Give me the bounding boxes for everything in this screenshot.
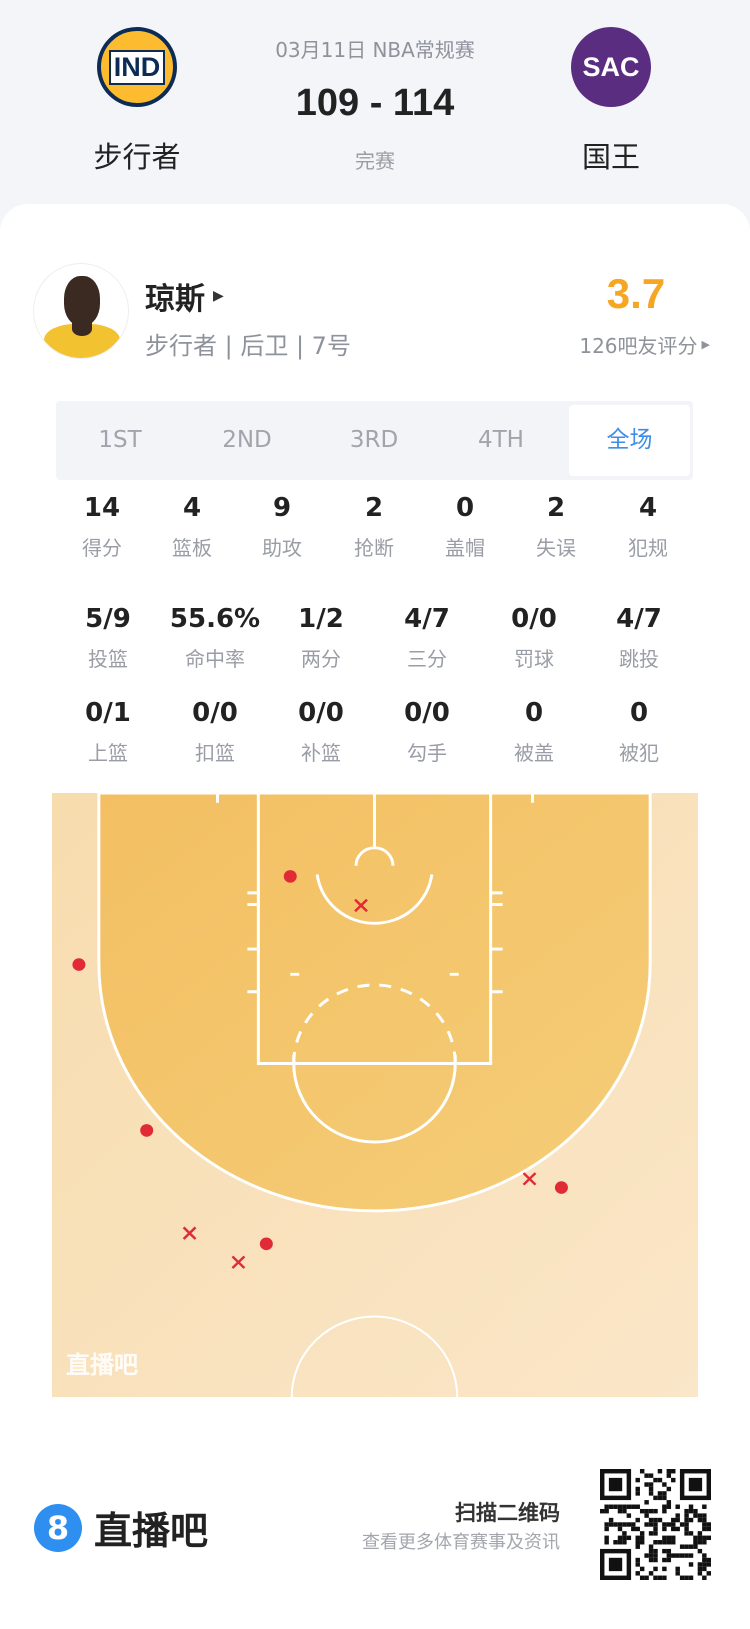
stat-label: 得分 xyxy=(82,536,122,560)
stat-label: 命中率 xyxy=(185,647,245,671)
stat-label: 两分 xyxy=(301,647,341,671)
player-avatar[interactable] xyxy=(33,263,129,359)
stat-label: 跳投 xyxy=(619,647,659,671)
stat-value: 4 xyxy=(182,493,202,523)
home-team-logo[interactable]: IND xyxy=(97,27,177,107)
match-status: 完赛 xyxy=(355,149,395,173)
stat-value: 2 xyxy=(364,493,384,523)
stat-label: 盖帽 xyxy=(445,536,485,560)
shot-made xyxy=(140,1124,154,1137)
court-svg xyxy=(52,791,698,1398)
stat-label: 上篮 xyxy=(88,741,128,765)
stat-value: 5/9 xyxy=(85,604,131,634)
stat-value: 0/0 xyxy=(298,698,344,728)
brand-name: 直播吧 xyxy=(94,1509,209,1553)
player-info: 步行者 | 后卫 | 7号 xyxy=(145,332,351,360)
match-score: 109 - 114 xyxy=(295,82,455,124)
tab-3rd[interactable]: 3RD xyxy=(349,427,399,453)
rating-count-label: 126吧友评分 xyxy=(579,334,698,358)
stat-label: 犯规 xyxy=(628,536,668,560)
scan-title: 扫描二维码 xyxy=(455,1501,560,1525)
shot-made xyxy=(554,1181,568,1194)
court-lines xyxy=(215,793,535,1398)
stat-value: 2 xyxy=(546,493,566,523)
stat-value: 1/2 xyxy=(298,604,344,634)
stat-label: 三分 xyxy=(407,647,447,671)
stat-value: 4/7 xyxy=(404,604,450,634)
stat-value: 0 xyxy=(455,493,475,523)
caret-right-icon: ▶ xyxy=(701,338,710,351)
stat-label: 扣篮 xyxy=(195,741,235,765)
stat-value: 4 xyxy=(638,493,658,523)
player-name: 琼斯 xyxy=(145,282,205,317)
stat-value: 55.6% xyxy=(169,604,261,634)
stat-label: 补篮 xyxy=(301,741,341,765)
stat-label: 助攻 xyxy=(262,536,302,560)
shot-missed xyxy=(354,898,368,913)
three-point-area xyxy=(97,791,652,1213)
stat-value: 9 xyxy=(272,493,292,523)
home-team-name: 步行者 xyxy=(93,140,181,174)
brand-badge-icon: 8 xyxy=(34,1503,82,1552)
shot-missed xyxy=(182,1226,197,1240)
watermark: 直播吧 xyxy=(66,1351,138,1379)
shot-chart: 直播吧 xyxy=(52,791,698,1398)
stat-label: 勾手 xyxy=(407,741,447,765)
brand-logo: 8 直播吧 xyxy=(34,1500,208,1555)
stat-value: 0 xyxy=(524,698,544,728)
stat-value: 14 xyxy=(83,493,121,523)
stat-label: 罚球 xyxy=(514,647,554,671)
stat-value: 0/0 xyxy=(511,604,557,634)
player-rating: 3.7 xyxy=(606,270,666,317)
stat-value: 0 xyxy=(629,698,649,728)
stat-label: 抢断 xyxy=(354,536,394,560)
shot-made xyxy=(259,1237,273,1251)
stat-label: 被盖 xyxy=(514,741,554,765)
tab-full-game[interactable]: 全场 xyxy=(569,405,690,476)
match-date-league: 03月11日 NBA常规赛 xyxy=(275,38,475,62)
stat-label: 失误 xyxy=(536,536,576,560)
shot-missed xyxy=(522,1172,537,1186)
stat-label: 投篮 xyxy=(88,647,128,671)
stat-value: 0/1 xyxy=(85,698,131,728)
shot-made xyxy=(283,870,297,883)
stat-value: 0/0 xyxy=(404,698,450,728)
rating-link[interactable]: 126吧友评分 ▶ xyxy=(579,330,710,359)
scan-subtitle: 查看更多体育赛事及资讯 xyxy=(362,1532,560,1553)
qr-code[interactable] xyxy=(600,1469,711,1580)
tab-4th[interactable]: 4TH xyxy=(478,427,524,453)
stat-label: 篮板 xyxy=(172,536,212,560)
player-name-link[interactable]: 琼斯 ▶ xyxy=(145,274,224,318)
tab-2nd[interactable]: 2ND xyxy=(222,427,272,453)
away-team-name: 国王 xyxy=(581,140,641,174)
away-team-logo[interactable]: SAC xyxy=(571,27,651,107)
stat-value: 4/7 xyxy=(616,604,662,634)
stat-label: 被犯 xyxy=(619,741,659,765)
shot-made xyxy=(72,958,86,971)
tab-1st[interactable]: 1ST xyxy=(98,427,142,453)
stat-value: 0/0 xyxy=(192,698,238,728)
shot-missed xyxy=(231,1255,246,1269)
caret-right-icon: ▶ xyxy=(213,288,224,304)
